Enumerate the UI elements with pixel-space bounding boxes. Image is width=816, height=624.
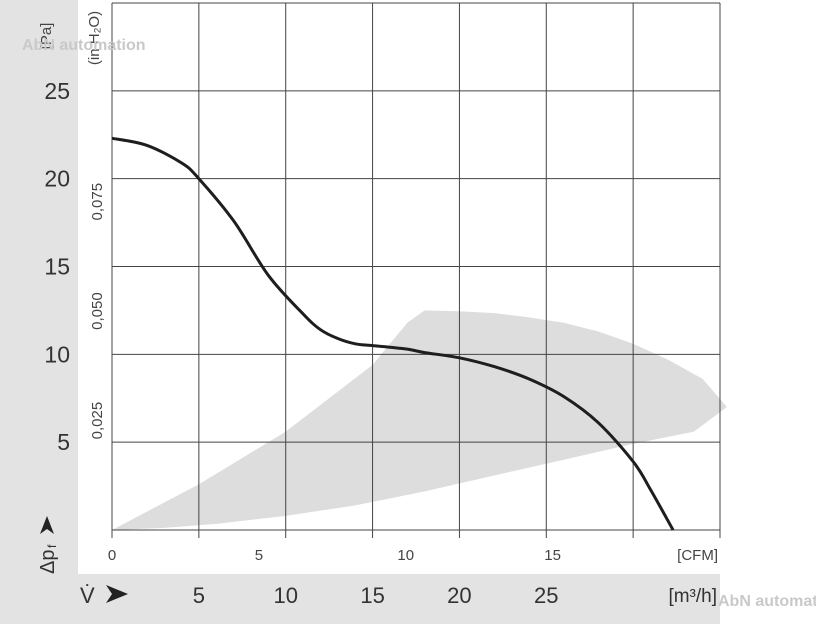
x-tick-label-m3h: 20 [447,583,471,608]
x-tick-label-cfm: 0 [108,547,116,564]
x-tick-label-m3h: 10 [273,583,297,608]
pressure-arrow-icon [40,516,54,534]
bottom-axis-band [0,574,720,624]
x-tick-label-cfm: 10 [397,547,414,564]
series-line [111,136,675,531]
flow-unit-cfm: [CFM] [677,547,718,564]
x-tick-label-m3h: 15 [360,583,384,608]
y-tick-label-pa: 20 [44,166,70,192]
y-tick-label-pa: 25 [44,78,70,104]
x-tick-label-cfm: 5 [255,547,263,564]
grid [111,2,721,538]
y-tick-label-pa: 5 [57,429,70,455]
x-tick-label-m3h: 5 [193,583,205,608]
watermark-top: AbN automation [22,37,146,54]
y-tick-label-inh2o: 0,025 [89,402,106,440]
watermark-bottom: AbN automation [718,593,816,610]
y-tick-label-pa: 15 [44,254,70,280]
pressure-unit-pa: [Pa] [38,23,55,50]
x-tick-label-m3h: 25 [534,583,558,608]
pressure-symbol: Δp [37,550,59,574]
pressure-unit-inh2o: (in H₂O) [86,11,103,65]
operating-region [112,310,727,530]
y-tick-label-inh2o: 0,050 [89,292,106,330]
y-tick-label-inh2o: 0,075 [89,183,106,221]
x-tick-label-cfm: 15 [544,547,561,564]
flow-unit-m3h: [m³/h] [668,586,717,607]
tick-labels: 5 10 15 20 25 0,025 0,050 0,075 0 5 10 15 5 10 15 20 25 [44,78,561,608]
left-axis-band [0,0,78,624]
y-tick-label-pa: 10 [44,341,70,367]
pressure-symbol-sub: f [45,544,59,548]
flow-symbol: V̇ [80,583,95,608]
flow-arrow-icon [106,585,128,603]
pressure-axis-symbol: Δp f [37,516,59,574]
